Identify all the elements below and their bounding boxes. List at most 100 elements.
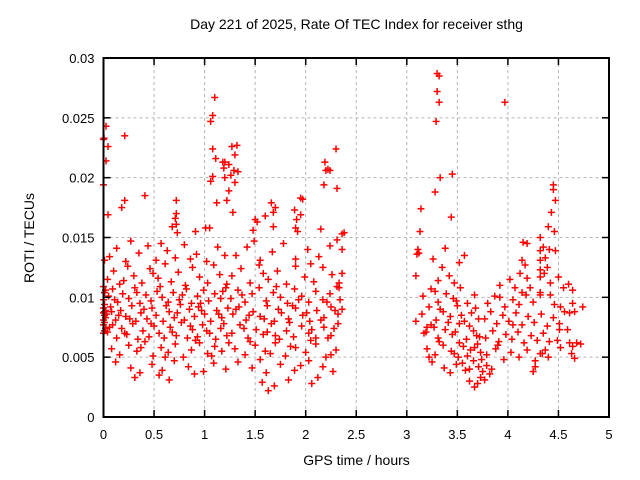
data-point-marker — [441, 326, 449, 334]
data-point-marker — [537, 310, 545, 318]
data-point-marker — [566, 309, 574, 317]
data-point-marker — [200, 368, 208, 376]
chart-title: Day 221 of 2025, Rate Of TEC Index for r… — [190, 16, 523, 32]
data-point-marker — [246, 338, 254, 346]
data-point-marker — [540, 269, 548, 277]
data-point-marker — [569, 299, 577, 307]
data-point-marker — [272, 283, 280, 291]
data-point-marker — [120, 277, 128, 285]
data-point-marker — [104, 211, 112, 219]
data-point-marker — [526, 284, 534, 292]
data-point-marker — [459, 342, 467, 350]
data-point-marker — [271, 332, 279, 340]
data-point-marker — [227, 171, 235, 179]
data-point-marker — [509, 296, 517, 304]
data-point-marker — [269, 289, 277, 297]
data-point-marker — [274, 305, 282, 313]
data-point-marker — [188, 263, 196, 271]
data-point-marker — [455, 259, 463, 267]
data-point-marker — [338, 245, 346, 253]
data-point-marker — [522, 291, 530, 299]
data-point-marker — [241, 351, 249, 359]
data-point-marker — [506, 275, 514, 283]
data-point-marker — [106, 253, 114, 261]
data-point-marker — [475, 363, 483, 371]
data-point-marker — [179, 353, 187, 361]
data-point-marker — [294, 228, 302, 236]
data-point-marker — [110, 267, 118, 275]
data-point-marker — [164, 298, 172, 306]
data-point-marker — [161, 260, 169, 268]
data-point-marker — [448, 170, 456, 178]
data-point-marker — [493, 320, 501, 328]
data-point-marker — [432, 316, 440, 324]
data-point-marker — [447, 213, 455, 221]
data-point-marker — [291, 206, 299, 214]
data-point-marker — [232, 251, 240, 259]
data-point-marker — [238, 291, 246, 299]
data-point-marker — [240, 324, 248, 332]
data-point-marker — [241, 298, 249, 306]
data-point-marker — [326, 242, 334, 250]
data-point-marker — [336, 296, 344, 304]
x-tick-label: 2.5 — [347, 427, 365, 442]
data-point-marker — [521, 261, 529, 269]
data-point-marker — [173, 309, 181, 317]
data-point-marker — [556, 344, 564, 352]
data-point-marker — [121, 132, 129, 140]
data-point-marker — [319, 263, 327, 271]
data-point-marker — [140, 305, 148, 313]
data-point-marker — [313, 306, 321, 314]
data-point-marker — [122, 312, 130, 320]
tick-labels: 0 0.5 1 1.5 2 2.5 3 3.5 4 4.5 5 0 0.005 0.01 0.015 0.02… — [62, 51, 613, 442]
data-point-marker — [170, 357, 178, 365]
data-point-marker — [429, 255, 437, 263]
data-point-marker — [236, 321, 244, 329]
data-point-marker — [162, 302, 170, 310]
data-point-marker — [197, 299, 205, 307]
data-point-marker — [255, 284, 263, 292]
data-point-marker — [249, 308, 257, 316]
data-point-marker — [555, 326, 563, 334]
data-point-marker — [545, 245, 553, 253]
data-point-marker — [484, 299, 492, 307]
data-point-marker — [315, 253, 323, 261]
data-point-marker — [112, 316, 120, 324]
data-point-marker — [327, 303, 335, 311]
data-point-marker — [511, 284, 519, 292]
data-point-marker — [519, 238, 527, 246]
data-point-marker — [489, 327, 497, 335]
data-point-marker — [477, 348, 485, 356]
data-point-marker — [201, 310, 209, 318]
data-point-marker — [333, 236, 341, 244]
data-point-marker — [452, 360, 460, 368]
data-point-marker — [200, 286, 208, 294]
x-tick-label: 0.5 — [145, 427, 163, 442]
data-point-marker — [222, 365, 230, 373]
data-point-marker — [221, 158, 229, 166]
data-point-marker — [270, 382, 278, 390]
data-point-marker — [194, 292, 202, 300]
data-point-marker — [225, 339, 233, 347]
data-point-marker — [108, 345, 116, 353]
data-point-marker — [188, 326, 196, 334]
data-point-marker — [215, 310, 223, 318]
data-point-marker — [431, 188, 439, 196]
data-point-marker — [438, 263, 446, 271]
data-point-marker — [225, 187, 233, 195]
data-point-marker — [544, 223, 552, 231]
x-tick-label: 1.5 — [246, 427, 264, 442]
y-tick-label: 0.01 — [69, 290, 94, 305]
data-point-marker — [292, 262, 300, 270]
data-point-marker — [125, 295, 133, 303]
data-point-marker — [302, 348, 310, 356]
data-point-marker — [564, 326, 572, 334]
data-point-marker — [458, 359, 466, 367]
data-point-marker — [471, 291, 479, 299]
data-point-marker — [268, 248, 276, 256]
data-point-marker — [263, 328, 271, 336]
data-point-marker — [109, 285, 117, 293]
data-point-marker — [314, 374, 322, 382]
data-point-marker — [158, 293, 166, 301]
data-point-marker — [494, 341, 502, 349]
